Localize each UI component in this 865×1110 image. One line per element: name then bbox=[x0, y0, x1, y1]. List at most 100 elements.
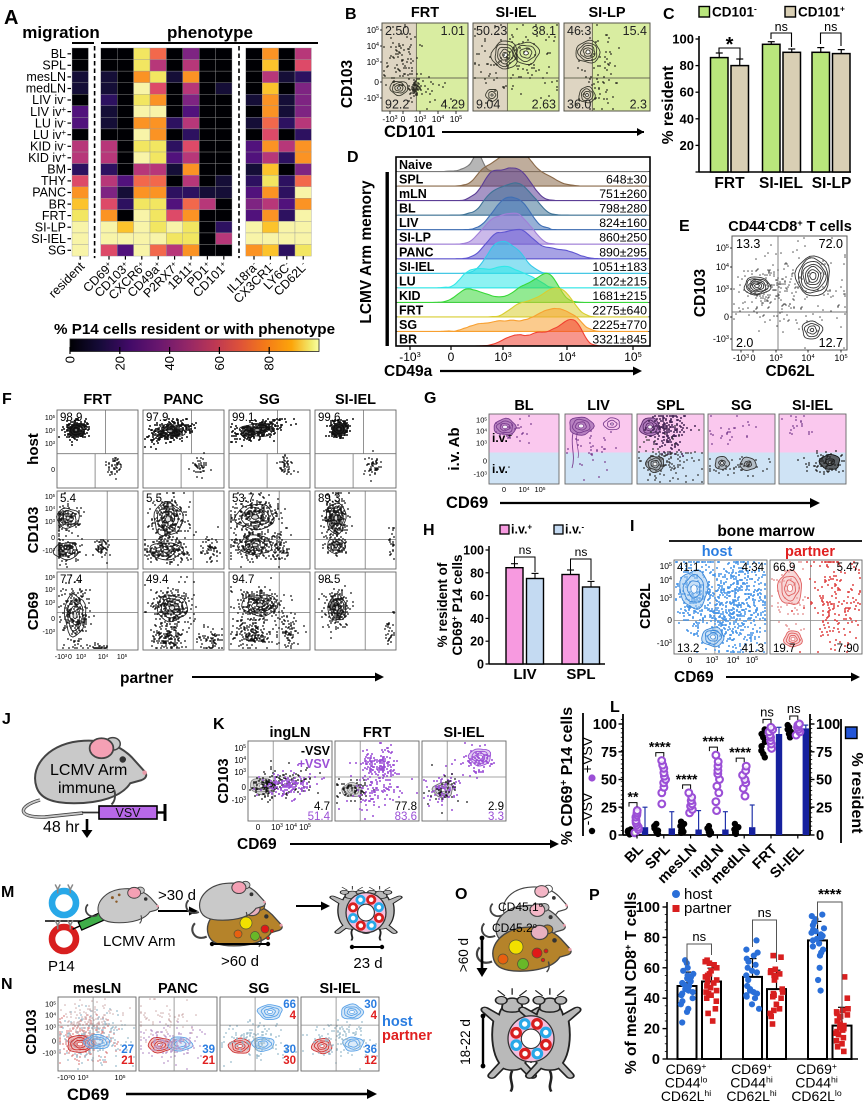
svg-text:105: 105 bbox=[45, 493, 56, 502]
svg-text:ns: ns bbox=[760, 704, 774, 719]
svg-text:2.3: 2.3 bbox=[630, 98, 647, 112]
svg-text:F: F bbox=[2, 391, 12, 408]
svg-text:105: 105 bbox=[45, 414, 56, 423]
svg-text:E: E bbox=[679, 218, 690, 235]
svg-text:bone marrow: bone marrow bbox=[717, 523, 815, 540]
svg-text:>60 d: >60 d bbox=[221, 953, 259, 970]
svg-text:PANC: PANC bbox=[163, 392, 204, 408]
svg-text:103: 103 bbox=[414, 114, 426, 124]
svg-text:% of mesLN CD8+ T cells: % of mesLN CD8+ T cells bbox=[623, 892, 641, 1074]
svg-text:FRT: FRT bbox=[399, 303, 424, 317]
svg-text:PANC: PANC bbox=[158, 981, 199, 997]
svg-text:0: 0 bbox=[256, 823, 261, 832]
svg-text:105: 105 bbox=[45, 574, 56, 583]
svg-text:CD44hi: CD44hi bbox=[795, 1075, 838, 1091]
svg-text:BM: BM bbox=[47, 163, 66, 177]
svg-text:CD103: CD103 bbox=[692, 268, 709, 317]
svg-text:60: 60 bbox=[470, 589, 484, 603]
svg-text:40: 40 bbox=[470, 612, 484, 626]
svg-text:77.8: 77.8 bbox=[395, 801, 417, 813]
svg-text:LCMV Arm: LCMV Arm bbox=[50, 762, 127, 779]
svg-text:13.3: 13.3 bbox=[736, 237, 760, 251]
svg-text:103: 103 bbox=[716, 284, 729, 294]
svg-text:51.4: 51.4 bbox=[308, 811, 331, 823]
svg-text:1202±215: 1202±215 bbox=[592, 274, 647, 288]
svg-text:KID iv+: KID iv+ bbox=[28, 151, 66, 166]
svg-text:SPL: SPL bbox=[656, 398, 684, 414]
svg-text:PANC: PANC bbox=[399, 245, 434, 259]
svg-text:5.5: 5.5 bbox=[146, 493, 162, 505]
svg-text:0: 0 bbox=[68, 654, 72, 661]
svg-text:0: 0 bbox=[483, 457, 487, 466]
svg-text:A: A bbox=[4, 7, 18, 29]
svg-text:100: 100 bbox=[593, 717, 617, 733]
svg-text:98.5: 98.5 bbox=[318, 574, 340, 586]
svg-text:103: 103 bbox=[76, 653, 87, 662]
svg-text:CD103: CD103 bbox=[216, 758, 232, 803]
svg-text:0: 0 bbox=[63, 356, 78, 363]
svg-text:2.50: 2.50 bbox=[385, 24, 409, 38]
svg-text:host: host bbox=[25, 433, 42, 465]
svg-text:53.7: 53.7 bbox=[232, 493, 254, 505]
svg-text:77.4: 77.4 bbox=[60, 574, 83, 586]
svg-text:49.4: 49.4 bbox=[146, 574, 169, 586]
svg-text:% P14 cells resident or with p: % P14 cells resident or with phenotype bbox=[54, 321, 335, 338]
svg-text:60: 60 bbox=[680, 85, 694, 100]
svg-text:103: 103 bbox=[769, 353, 782, 363]
svg-text:751±260: 751±260 bbox=[599, 187, 647, 201]
svg-text:99.6: 99.6 bbox=[318, 412, 340, 424]
svg-text:19.7: 19.7 bbox=[773, 643, 795, 655]
svg-text:SI-IEL: SI-IEL bbox=[319, 981, 360, 997]
svg-text:105: 105 bbox=[535, 485, 546, 494]
svg-text:798±280: 798±280 bbox=[599, 202, 647, 216]
svg-text:40: 40 bbox=[162, 356, 177, 370]
svg-text:C: C bbox=[663, 6, 675, 23]
svg-text:2.9: 2.9 bbox=[488, 801, 504, 813]
svg-text:40: 40 bbox=[644, 991, 660, 1007]
svg-text:104: 104 bbox=[285, 823, 297, 832]
svg-text:ns: ns bbox=[775, 20, 788, 34]
svg-text:LU iv-: LU iv- bbox=[35, 116, 66, 131]
svg-text:30: 30 bbox=[283, 1055, 296, 1067]
svg-text:CD62L: CD62L bbox=[765, 363, 814, 380]
svg-text:4.29: 4.29 bbox=[441, 98, 465, 112]
svg-text:partner: partner bbox=[684, 900, 732, 917]
svg-text:103: 103 bbox=[367, 57, 379, 67]
svg-text:0: 0 bbox=[688, 655, 693, 665]
svg-text:104: 104 bbox=[45, 505, 56, 514]
svg-text:100: 100 bbox=[816, 717, 840, 733]
svg-text:KID: KID bbox=[399, 289, 421, 303]
svg-text:i.v.+: i.v.+ bbox=[511, 522, 532, 537]
svg-text:104: 104 bbox=[45, 427, 56, 436]
svg-text:SI-LP: SI-LP bbox=[399, 231, 431, 245]
svg-text:9.04: 9.04 bbox=[476, 98, 500, 112]
svg-text:80: 80 bbox=[644, 930, 660, 946]
svg-text:104: 104 bbox=[716, 262, 729, 272]
svg-text:104: 104 bbox=[45, 1011, 56, 1020]
svg-text:50.23: 50.23 bbox=[476, 24, 507, 38]
svg-text:66.9: 66.9 bbox=[773, 562, 795, 574]
svg-text:75: 75 bbox=[816, 745, 832, 761]
svg-text:P14: P14 bbox=[48, 958, 75, 975]
svg-text:20: 20 bbox=[470, 635, 484, 649]
svg-text:LCMV Arm: LCMV Arm bbox=[103, 933, 176, 950]
svg-text:-103: -103 bbox=[55, 653, 68, 662]
svg-text:-103: -103 bbox=[474, 470, 488, 479]
svg-text:LIV: LIV bbox=[399, 216, 419, 230]
svg-text:*: * bbox=[726, 34, 734, 56]
svg-text:0: 0 bbox=[502, 485, 506, 494]
svg-text:% resident: % resident bbox=[660, 66, 677, 144]
svg-text:890±295: 890±295 bbox=[599, 245, 647, 259]
svg-text:0: 0 bbox=[816, 828, 824, 844]
svg-text:+VSV: +VSV bbox=[298, 757, 331, 771]
svg-text:860±250: 860±250 bbox=[599, 231, 647, 245]
svg-text:CD44hi: CD44hi bbox=[730, 1075, 773, 1091]
svg-text:CD69: CD69 bbox=[67, 1086, 109, 1104]
svg-text:ns: ns bbox=[519, 543, 532, 557]
svg-text:0: 0 bbox=[52, 1037, 56, 1046]
svg-text:-103: -103 bbox=[43, 1049, 57, 1058]
svg-text:103: 103 bbox=[476, 439, 487, 448]
svg-text:0: 0 bbox=[51, 467, 55, 474]
svg-text:-VSV: -VSV bbox=[301, 744, 331, 758]
svg-text:25: 25 bbox=[816, 800, 832, 816]
